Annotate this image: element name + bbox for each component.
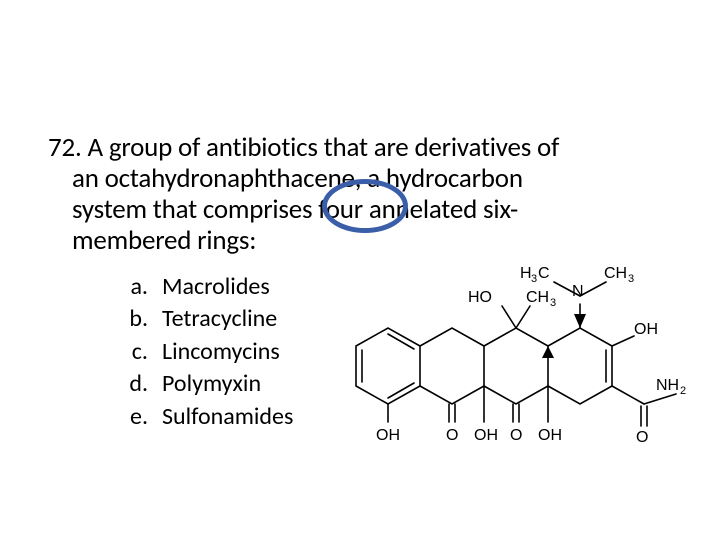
tetracycline-svg: OH O OH O OH O NH2 OH N H3C CH3 HO CH3 [336, 256, 708, 456]
svg-text:3: 3 [550, 297, 556, 309]
question-block: 72. A group of antibiotics that are deri… [48, 132, 672, 256]
option-d: d.Polymyxin [100, 368, 293, 400]
question-number: 72. [48, 131, 82, 164]
svg-text:OH: OH [376, 427, 400, 444]
svg-text:O: O [446, 427, 458, 444]
chemical-structure: OH O OH O OH O NH2 OH N H3C CH3 HO CH3 [336, 256, 708, 456]
question-text: 72. A group of antibiotics that are deri… [48, 132, 672, 256]
option-e: e.Sulfonamides [100, 401, 293, 433]
svg-text:NH: NH [656, 377, 679, 394]
svg-text:2: 2 [680, 385, 686, 397]
question-line-3: system that comprises four annelated six… [72, 193, 518, 226]
svg-text:N: N [572, 283, 584, 300]
options-list: a.Macrolides b.Tetracycline c.Lincomycin… [100, 271, 293, 433]
option-c: c.Lincomycins [100, 336, 293, 368]
svg-text:OH: OH [538, 427, 562, 444]
question-line-2: an octahydronaphthacene, a hydrocarbon [72, 162, 523, 195]
question-line-1: A group of antibiotics that are derivati… [88, 131, 560, 164]
svg-text:O: O [636, 429, 648, 446]
svg-text:OH: OH [474, 427, 498, 444]
svg-text:CH: CH [604, 265, 627, 282]
option-a: a.Macrolides [100, 271, 293, 303]
svg-text:3: 3 [628, 273, 634, 285]
svg-text:3: 3 [531, 273, 537, 285]
svg-text:HO: HO [468, 289, 492, 306]
option-b: b.Tetracycline [100, 303, 293, 335]
svg-text:O: O [510, 427, 522, 444]
svg-text:H: H [520, 265, 532, 282]
svg-text:CH: CH [526, 289, 549, 306]
svg-text:C: C [538, 265, 550, 282]
svg-text:OH: OH [634, 321, 658, 338]
slide: { "question": { "number": "72.", "text_l… [0, 0, 720, 540]
question-line-4: membered rings: [72, 224, 256, 257]
